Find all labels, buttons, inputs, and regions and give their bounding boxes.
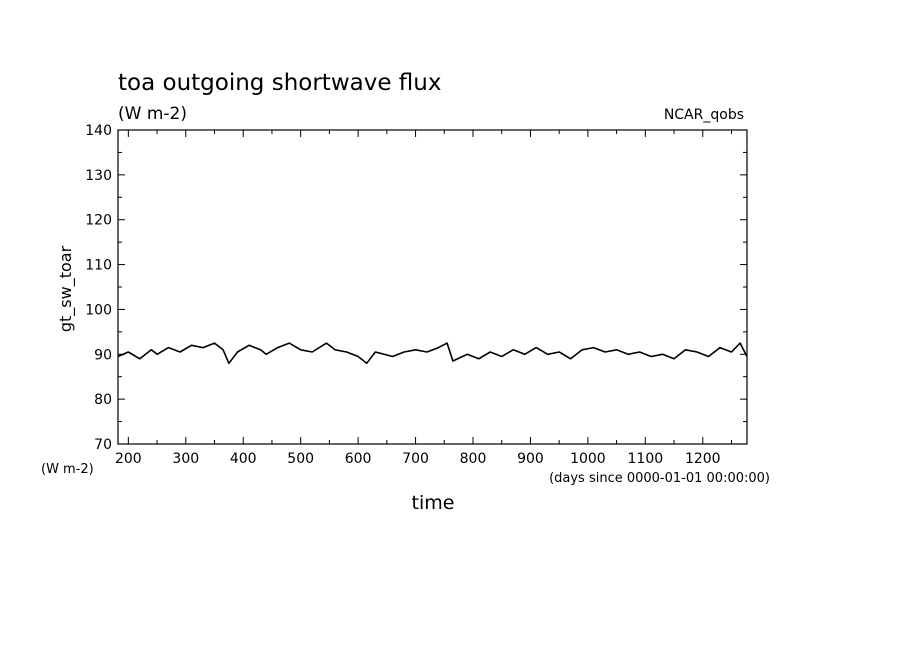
plot-area: 70 80 90 100 110 120 130 140 200 300 400 500 600 700…: [85, 123, 748, 467]
y-tick-label: 140: [85, 123, 112, 139]
series-line: [117, 342, 748, 365]
x-tick-label: 900: [517, 451, 544, 467]
x-tick-label: 1100: [628, 451, 664, 467]
x-tick-label: 200: [115, 451, 142, 467]
y-axis-units: (W m-2): [41, 462, 94, 477]
y-tick-label: 110: [85, 258, 112, 274]
chart-units: (W m-2): [118, 104, 187, 124]
y-tick-label: 80: [94, 392, 112, 408]
x-tick-label: 500: [287, 451, 314, 467]
y-tick-label: 70: [94, 437, 112, 453]
plot-frame: [117, 129, 748, 445]
y-tick-label: 130: [85, 168, 112, 184]
chart-title: toa outgoing shortwave flux: [118, 70, 441, 96]
run-label: NCAR_qobs: [664, 107, 744, 123]
y-tick-label: 120: [85, 213, 112, 229]
x-tick-label: 1000: [570, 451, 606, 467]
x-axis: 200 300 400 500 600 700 800 900 1000 1100 1200: [115, 130, 732, 467]
x-tick-label: 1200: [685, 451, 721, 467]
x-tick-label: 400: [230, 451, 257, 467]
y-axis-label: gt_sw_toar: [56, 245, 76, 332]
x-tick-label: 700: [402, 451, 429, 467]
x-tick-label: 600: [345, 451, 372, 467]
x-axis-label: time: [412, 492, 455, 514]
x-tick-label: 300: [172, 451, 199, 467]
y-axis: 70 80 90 100 110 120 130 140: [85, 123, 747, 453]
x-axis-units: (days since 0000-01-01 00:00:00): [549, 471, 770, 486]
y-tick-label: 90: [94, 347, 112, 363]
x-tick-label: 800: [460, 451, 487, 467]
y-tick-label: 100: [85, 302, 112, 318]
